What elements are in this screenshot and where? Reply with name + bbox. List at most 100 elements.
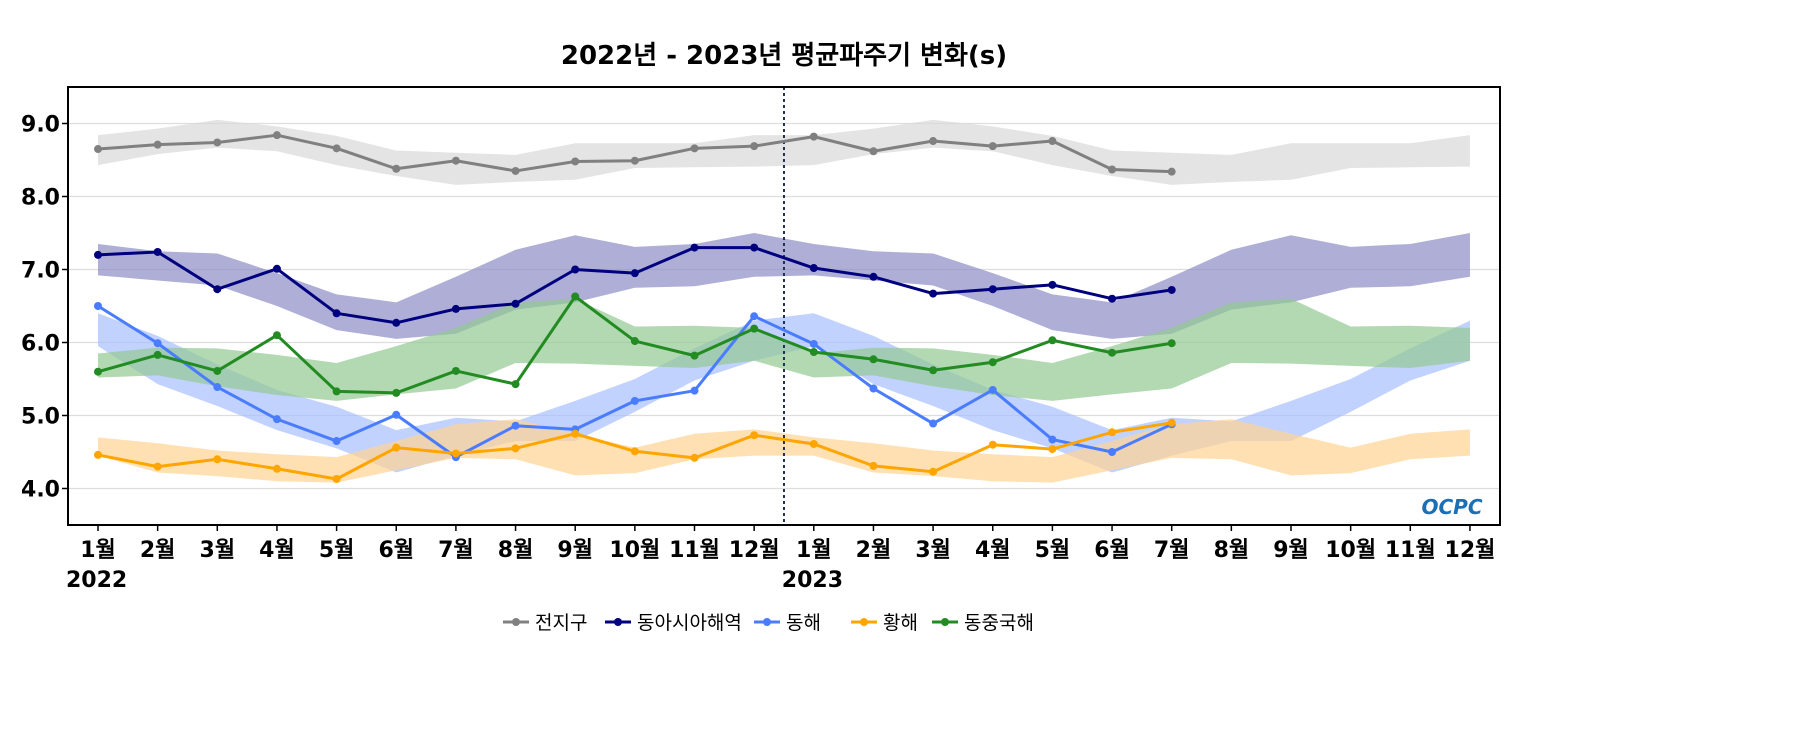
data-point bbox=[1167, 418, 1176, 427]
x-tick-label: 2월 bbox=[856, 538, 892, 563]
chart-title: 2022년 - 2023년 평균파주기 변화(s) bbox=[561, 41, 1007, 71]
data-point bbox=[332, 387, 341, 396]
legend-label: 황해 bbox=[883, 612, 918, 634]
data-point bbox=[392, 318, 401, 327]
y-tick-label: 8.0 bbox=[21, 186, 60, 211]
x-tick-label: 3월 bbox=[200, 538, 236, 563]
data-point bbox=[1108, 448, 1117, 456]
x-tick-label: 2월 bbox=[140, 538, 176, 563]
data-point bbox=[809, 132, 818, 141]
y-axis: 4.0 5.0 6.0 7.0 8.0 9.0 bbox=[21, 113, 68, 503]
data-point bbox=[690, 243, 699, 252]
data-point bbox=[690, 386, 699, 395]
y-tick-label: 6.0 bbox=[21, 332, 60, 357]
data-point bbox=[571, 265, 580, 274]
data-point bbox=[630, 337, 639, 346]
data-point bbox=[153, 247, 162, 256]
data-point bbox=[272, 131, 281, 140]
data-point bbox=[332, 475, 341, 484]
data-point bbox=[272, 331, 281, 340]
data-point bbox=[1048, 445, 1057, 454]
x-tick-label: 3월 bbox=[915, 538, 951, 563]
data-point bbox=[869, 384, 878, 393]
x-tick-label: 1월 bbox=[80, 538, 116, 563]
data-point bbox=[1167, 167, 1176, 176]
legend-marker bbox=[763, 618, 771, 626]
x-tick-label: 10월 bbox=[609, 538, 660, 563]
data-point bbox=[94, 250, 102, 259]
x-tick-label: 6월 bbox=[378, 538, 414, 563]
data-point bbox=[929, 467, 938, 476]
x-tick-label: 5월 bbox=[1035, 538, 1071, 563]
data-point bbox=[392, 164, 401, 173]
data-point bbox=[213, 285, 222, 294]
data-point bbox=[1108, 348, 1117, 357]
data-point bbox=[1167, 285, 1176, 294]
legend-marker bbox=[512, 618, 520, 626]
data-point bbox=[332, 309, 341, 318]
data-point bbox=[809, 347, 818, 356]
data-point bbox=[94, 367, 102, 376]
data-point bbox=[153, 350, 162, 359]
data-point bbox=[272, 264, 281, 273]
data-point bbox=[750, 243, 759, 252]
data-point bbox=[213, 366, 222, 375]
data-point bbox=[451, 366, 460, 375]
y-tick-label: 9.0 bbox=[21, 113, 60, 138]
data-point bbox=[511, 421, 520, 430]
x-tick-label: 1월 bbox=[796, 538, 832, 563]
data-point bbox=[869, 355, 878, 364]
data-point bbox=[809, 339, 818, 348]
data-point bbox=[1048, 280, 1057, 289]
data-point bbox=[1108, 294, 1117, 303]
x-tick-label: 8월 bbox=[1214, 538, 1250, 563]
data-point bbox=[869, 461, 878, 470]
data-point bbox=[630, 447, 639, 456]
data-point bbox=[392, 443, 401, 452]
x-tick-label: 5월 bbox=[319, 538, 355, 563]
legend-label: 동중국해 bbox=[964, 612, 1034, 634]
data-point bbox=[451, 304, 460, 313]
data-point bbox=[1108, 165, 1117, 174]
legend: 전지구 동아시아해역 동해 황해 동중국해 bbox=[503, 612, 1034, 634]
data-point bbox=[988, 385, 997, 394]
legend-label: 동아시아해역 bbox=[637, 612, 742, 634]
data-point bbox=[869, 272, 878, 281]
data-point bbox=[511, 444, 520, 453]
data-point bbox=[571, 157, 580, 166]
x-tick-label: 6월 bbox=[1094, 538, 1130, 563]
data-point bbox=[988, 358, 997, 367]
data-point bbox=[630, 269, 639, 278]
data-point bbox=[690, 351, 699, 360]
data-point bbox=[988, 285, 997, 294]
band-3 bbox=[98, 419, 1470, 483]
data-point bbox=[988, 440, 997, 449]
data-point bbox=[690, 144, 699, 153]
y-tick-label: 7.0 bbox=[21, 259, 60, 284]
data-point bbox=[929, 366, 938, 375]
data-point bbox=[332, 437, 341, 446]
data-point bbox=[929, 419, 938, 428]
data-point bbox=[511, 299, 520, 308]
data-point bbox=[988, 142, 997, 151]
data-point bbox=[1167, 339, 1176, 348]
data-point bbox=[929, 137, 938, 146]
data-point bbox=[571, 292, 580, 301]
data-point bbox=[571, 429, 580, 438]
data-point bbox=[809, 439, 818, 448]
data-point bbox=[153, 339, 162, 348]
x-tick-label: 11월 bbox=[669, 538, 720, 563]
data-point bbox=[750, 142, 759, 151]
data-point bbox=[511, 380, 520, 389]
data-point bbox=[809, 264, 818, 273]
ocpc-logo: OCPC bbox=[1421, 495, 1482, 519]
data-point bbox=[332, 144, 341, 153]
legend-marker bbox=[860, 618, 868, 626]
data-point bbox=[213, 455, 222, 464]
data-point bbox=[272, 464, 281, 473]
legend-label: 동해 bbox=[786, 612, 821, 634]
y-tick-label: 5.0 bbox=[21, 405, 60, 430]
x-tick-label: 9월 bbox=[1273, 538, 1309, 563]
legend-marker bbox=[614, 618, 622, 626]
data-point bbox=[750, 324, 759, 333]
